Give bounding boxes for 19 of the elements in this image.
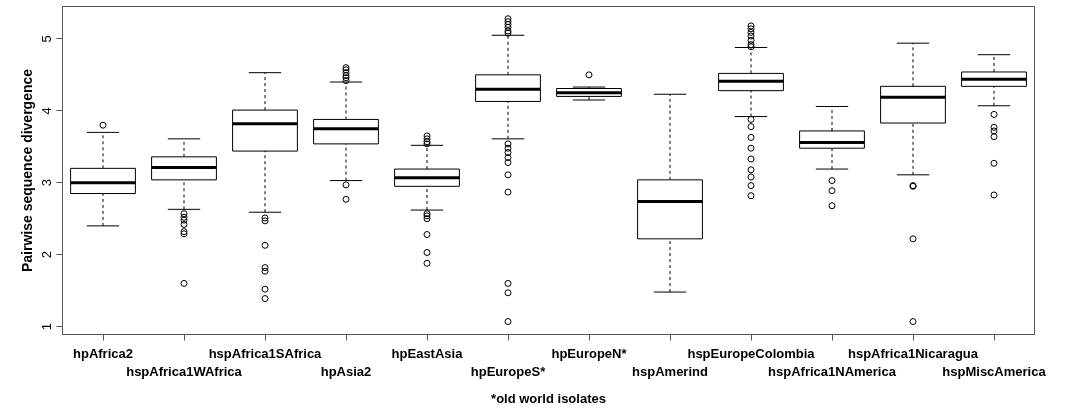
x-tick-label: hpAfrica2 <box>73 345 133 361</box>
y-tick-label: 1 <box>39 322 55 331</box>
x-tick-label: hpEastAsia <box>391 345 464 361</box>
x-tick-label: hspAfrica1WAfrica <box>126 363 243 379</box>
x-tick-label: hspAmerind <box>632 363 708 379</box>
y-tick-label: 5 <box>39 35 55 43</box>
x-tick-label: hspAfrica1NAmerica <box>768 363 897 379</box>
text: *old world isolates <box>491 390 606 406</box>
x-tick-label: hspMiscAmerica <box>942 363 1047 379</box>
y-tick-label: 2 <box>39 251 55 259</box>
x-tick-label: hpAsia2 <box>320 363 372 379</box>
y-tick-label: 4 <box>39 107 55 115</box>
x-tick-label: hspAfrica1SAfrica <box>208 345 323 361</box>
y-axis-title: Pairwise sequence divergence <box>18 68 35 273</box>
x-tick-label: hspEuropeColombia <box>687 345 816 361</box>
x-tick-label: hpEuropeS* <box>470 363 547 379</box>
x-tick-label: hpEuropeN* <box>551 345 628 361</box>
x-tick-label: hspAfrica1Nicaragua <box>847 345 979 361</box>
y-tick-label: 3 <box>39 179 55 187</box>
